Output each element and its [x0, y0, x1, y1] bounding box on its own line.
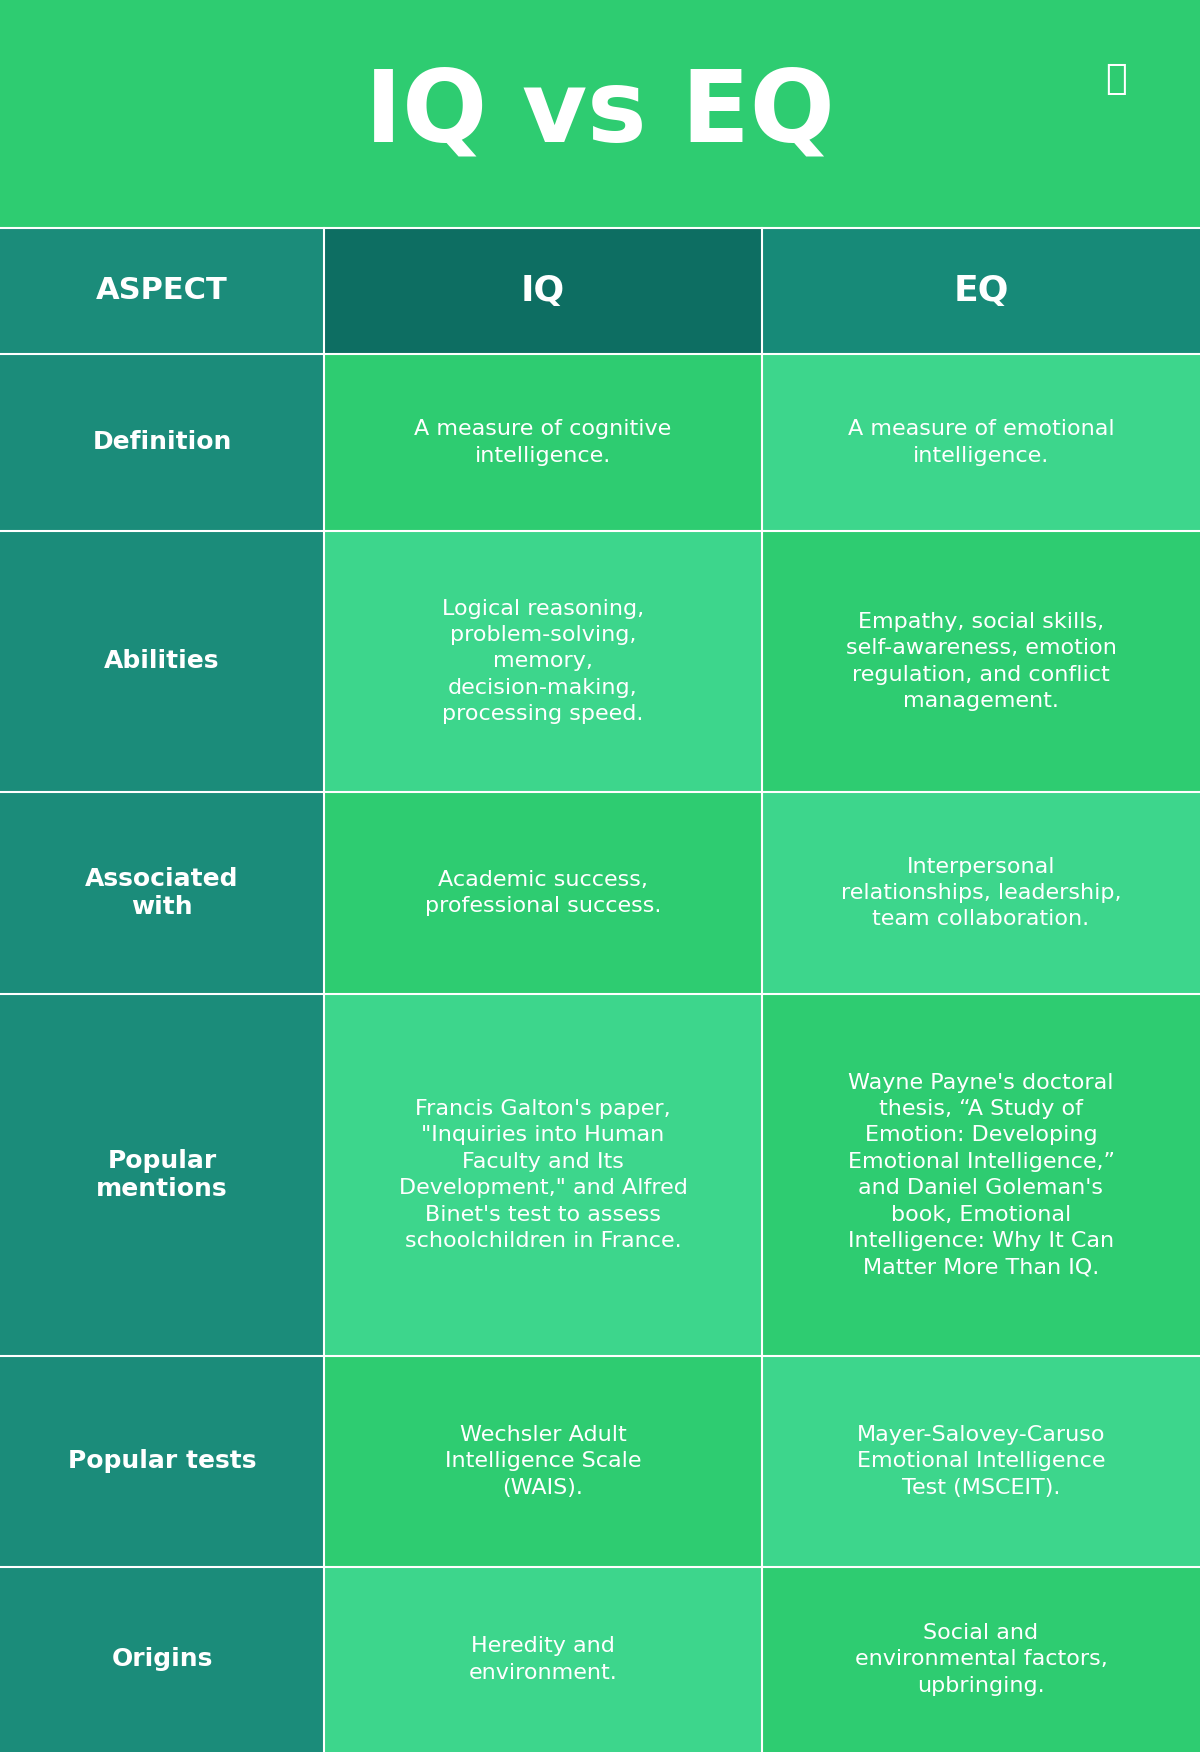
Text: 🍃: 🍃 [1105, 61, 1127, 96]
Bar [0, 792, 324, 993]
Text: Popular tests: Popular tests [67, 1449, 257, 1473]
Text: A measure of emotional
intelligence.: A measure of emotional intelligence. [847, 419, 1115, 466]
Text: Heredity and
environment.: Heredity and environment. [469, 1636, 617, 1682]
Text: Wayne Payne's doctoral
thesis, “A Study of
Emotion: Developing
Emotional Intelli: Wayne Payne's doctoral thesis, “A Study … [847, 1072, 1115, 1277]
Text: Francis Galton's paper,
"Inquiries into Human
Faculty and Its
Development," and : Francis Galton's paper, "Inquiries into … [398, 1099, 688, 1251]
Text: IQ: IQ [521, 273, 565, 308]
Text: Origins: Origins [112, 1647, 212, 1671]
Bar [324, 228, 762, 354]
Bar [0, 0, 1200, 228]
Bar [762, 993, 1200, 1356]
Bar [0, 1356, 324, 1566]
Text: Abilities: Abilities [104, 650, 220, 673]
Text: Definition: Definition [92, 431, 232, 454]
Bar [762, 228, 1200, 354]
Text: Associated
with: Associated with [85, 867, 239, 918]
Text: Academic success,
professional success.: Academic success, professional success. [425, 869, 661, 916]
Bar [762, 531, 1200, 792]
Bar [0, 228, 324, 354]
Text: Social and
environmental factors,
upbringing.: Social and environmental factors, upbrin… [854, 1622, 1108, 1696]
Bar [762, 1566, 1200, 1752]
Text: ASPECT: ASPECT [96, 277, 228, 305]
Bar [762, 792, 1200, 993]
Bar [762, 1356, 1200, 1566]
Text: Logical reasoning,
problem-solving,
memory,
decision-making,
processing speed.: Logical reasoning, problem-solving, memo… [442, 599, 644, 724]
Text: Wechsler Adult
Intelligence Scale
(WAIS).: Wechsler Adult Intelligence Scale (WAIS)… [445, 1424, 641, 1498]
Bar [0, 1566, 324, 1752]
Text: Empathy, social skills,
self-awareness, emotion
regulation, and conflict
managem: Empathy, social skills, self-awareness, … [846, 611, 1116, 711]
Bar [762, 354, 1200, 531]
Bar [324, 792, 762, 993]
Bar [324, 1356, 762, 1566]
Text: Popular
mentions: Popular mentions [96, 1149, 228, 1200]
Bar [324, 354, 762, 531]
Bar [0, 531, 324, 792]
Bar [324, 1566, 762, 1752]
Text: A measure of cognitive
intelligence.: A measure of cognitive intelligence. [414, 419, 672, 466]
Text: Mayer-Salovey-Caruso
Emotional Intelligence
Test (MSCEIT).: Mayer-Salovey-Caruso Emotional Intellige… [857, 1424, 1105, 1498]
Bar [324, 531, 762, 792]
Text: IQ vs EQ: IQ vs EQ [365, 65, 835, 163]
Bar [0, 993, 324, 1356]
Bar [324, 993, 762, 1356]
Bar [0, 354, 324, 531]
Text: EQ: EQ [953, 273, 1009, 308]
Text: Interpersonal
relationships, leadership,
team collaboration.: Interpersonal relationships, leadership,… [841, 857, 1121, 929]
